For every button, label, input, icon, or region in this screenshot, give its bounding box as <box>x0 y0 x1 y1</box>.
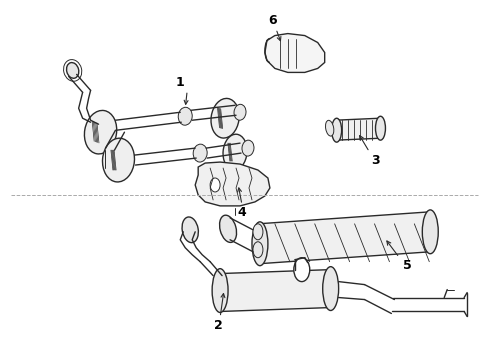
Text: 4: 4 <box>237 206 246 219</box>
Polygon shape <box>218 270 331 311</box>
Ellipse shape <box>325 120 333 136</box>
Ellipse shape <box>210 178 220 192</box>
Ellipse shape <box>212 269 227 312</box>
Text: 3: 3 <box>370 154 379 167</box>
Ellipse shape <box>375 116 385 140</box>
Polygon shape <box>334 118 381 140</box>
Ellipse shape <box>223 134 246 170</box>
Text: 1: 1 <box>176 76 184 89</box>
Ellipse shape <box>252 224 263 240</box>
Polygon shape <box>264 33 324 72</box>
Ellipse shape <box>66 63 79 78</box>
Ellipse shape <box>242 140 253 156</box>
Ellipse shape <box>293 258 309 282</box>
Ellipse shape <box>210 98 239 138</box>
Ellipse shape <box>234 104 245 120</box>
Text: 2: 2 <box>213 319 222 332</box>
Ellipse shape <box>178 107 192 125</box>
Text: 6: 6 <box>268 14 277 27</box>
Ellipse shape <box>322 267 338 310</box>
Ellipse shape <box>182 217 198 243</box>
Ellipse shape <box>84 111 117 154</box>
Ellipse shape <box>252 242 263 258</box>
Text: 5: 5 <box>402 259 411 272</box>
Ellipse shape <box>102 138 134 182</box>
Ellipse shape <box>251 222 267 266</box>
Polygon shape <box>195 162 269 206</box>
Polygon shape <box>258 212 430 264</box>
Ellipse shape <box>331 118 341 142</box>
Ellipse shape <box>193 144 207 162</box>
Ellipse shape <box>219 215 236 242</box>
Ellipse shape <box>422 210 437 254</box>
